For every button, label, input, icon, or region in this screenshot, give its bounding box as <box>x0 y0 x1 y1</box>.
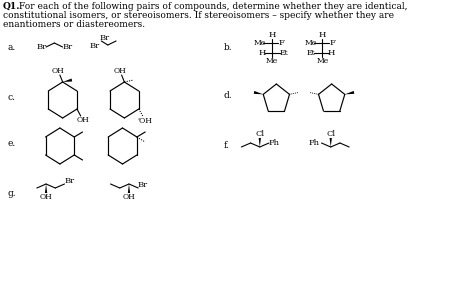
Text: Me: Me <box>254 39 266 47</box>
Text: enantiomers or diastereomers.: enantiomers or diastereomers. <box>3 20 145 29</box>
Text: b.: b. <box>224 43 232 52</box>
Text: e.: e. <box>8 139 16 147</box>
Text: Et: Et <box>306 49 315 57</box>
Text: g.: g. <box>8 188 16 197</box>
Text: d.: d. <box>224 91 232 100</box>
Polygon shape <box>329 138 332 147</box>
Text: 'OH: 'OH <box>138 117 153 125</box>
Text: H: H <box>268 31 275 39</box>
Text: Me: Me <box>316 57 328 65</box>
Text: Ph: Ph <box>309 139 319 147</box>
Text: Br: Br <box>64 177 74 185</box>
Text: OH: OH <box>52 67 64 75</box>
Polygon shape <box>254 91 263 94</box>
Polygon shape <box>345 91 354 94</box>
Text: F: F <box>329 39 336 47</box>
Text: Br: Br <box>36 43 46 51</box>
Polygon shape <box>128 184 130 193</box>
Text: For each of the following pairs of compounds, determine whether they are identic: For each of the following pairs of compo… <box>16 2 407 11</box>
Text: Br: Br <box>62 43 73 51</box>
Text: f.: f. <box>224 141 229 149</box>
Text: OH: OH <box>113 67 126 75</box>
Text: OH: OH <box>40 193 53 201</box>
Text: OH: OH <box>76 116 89 124</box>
Text: Cl: Cl <box>255 130 264 138</box>
Text: H: H <box>319 31 326 39</box>
Text: a.: a. <box>8 43 16 52</box>
Polygon shape <box>259 138 261 147</box>
Text: Br: Br <box>138 181 148 189</box>
Text: Et: Et <box>280 49 288 57</box>
Text: Q1.: Q1. <box>3 2 20 11</box>
Text: F: F <box>279 39 285 47</box>
Polygon shape <box>63 79 72 82</box>
Text: Me: Me <box>304 39 317 47</box>
Text: constitutional isomers, or stereoisomers. If stereoisomers – specify whether the: constitutional isomers, or stereoisomers… <box>3 11 394 20</box>
Text: Ph: Ph <box>268 139 279 147</box>
Text: H: H <box>259 49 266 57</box>
Text: Br: Br <box>99 34 109 42</box>
Text: Br: Br <box>90 42 100 50</box>
Text: H: H <box>328 49 335 57</box>
Text: Cl: Cl <box>326 130 335 138</box>
Text: OH: OH <box>123 193 136 201</box>
Polygon shape <box>45 184 47 193</box>
Text: Me: Me <box>265 57 278 65</box>
Text: c.: c. <box>8 93 15 103</box>
